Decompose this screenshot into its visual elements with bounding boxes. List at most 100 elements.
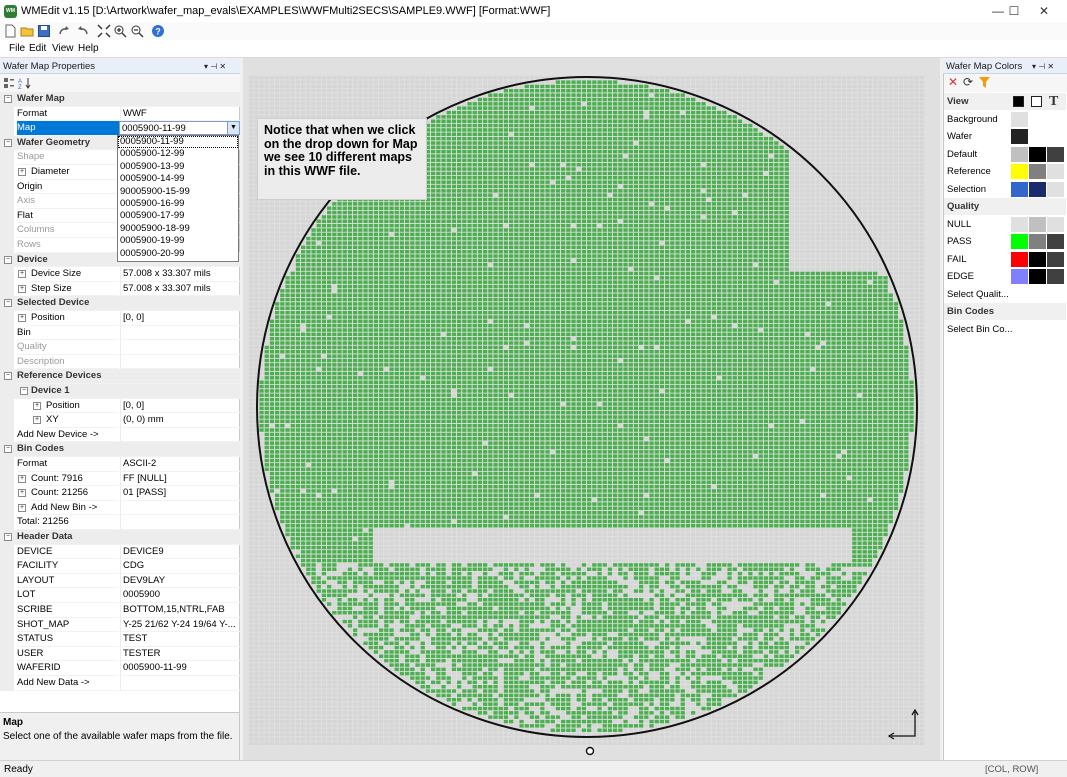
die-null[interactable]: [389, 76, 394, 80]
die-pass[interactable]: [597, 89, 602, 93]
die-null[interactable]: [867, 189, 873, 193]
die-pass[interactable]: [514, 167, 519, 171]
die-null[interactable]: [893, 106, 899, 110]
die-pass[interactable]: [379, 232, 384, 237]
die-pass[interactable]: [675, 106, 680, 110]
die-null[interactable]: [795, 197, 800, 202]
die-pass[interactable]: [592, 232, 597, 237]
die-pass[interactable]: [493, 97, 498, 102]
die-pass[interactable]: [706, 189, 711, 193]
die-pass[interactable]: [592, 145, 597, 150]
die-pass[interactable]: [535, 189, 540, 193]
die-null[interactable]: [316, 110, 321, 115]
die-null[interactable]: [883, 102, 888, 106]
die-pass[interactable]: [691, 184, 696, 189]
die-pass[interactable]: [373, 210, 379, 215]
die-null[interactable]: [379, 93, 384, 97]
die-null[interactable]: [909, 223, 914, 228]
die-pass[interactable]: [670, 97, 675, 102]
die-pass[interactable]: [467, 210, 472, 215]
die-pass[interactable]: [498, 136, 503, 141]
die-pass[interactable]: [769, 197, 774, 202]
die-null[interactable]: [805, 189, 810, 193]
die-null[interactable]: [743, 84, 748, 89]
die-null[interactable]: [878, 167, 883, 171]
die-pass[interactable]: [503, 149, 509, 154]
die-pass[interactable]: [654, 123, 659, 128]
die-pass[interactable]: [540, 128, 545, 132]
die-pass[interactable]: [753, 193, 758, 197]
die-null[interactable]: [800, 128, 805, 132]
die-pass[interactable]: [436, 149, 441, 154]
die-null[interactable]: [810, 136, 815, 141]
die-pass[interactable]: [618, 93, 623, 97]
die-null[interactable]: [529, 106, 535, 110]
die-null[interactable]: [701, 93, 706, 97]
die-pass[interactable]: [514, 176, 519, 180]
die-pass[interactable]: [602, 167, 607, 171]
die-pass[interactable]: [727, 154, 732, 158]
die-pass[interactable]: [639, 176, 644, 180]
die-pass[interactable]: [571, 219, 576, 224]
die-null[interactable]: [826, 158, 831, 163]
die-null[interactable]: [358, 93, 363, 97]
die-null[interactable]: [847, 132, 852, 137]
die-pass[interactable]: [571, 158, 576, 163]
die-null[interactable]: [841, 223, 847, 228]
die-pass[interactable]: [529, 154, 535, 158]
die-null[interactable]: [368, 80, 373, 84]
die-null[interactable]: [269, 219, 275, 224]
property-row[interactable]: SHOT_MAP Y-25 21/62 Y-24 19/64 Y-...: [0, 617, 240, 633]
die-pass[interactable]: [509, 163, 514, 167]
die-pass[interactable]: [566, 84, 571, 89]
die-pass[interactable]: [644, 193, 649, 197]
die-pass[interactable]: [613, 163, 618, 167]
die-pass[interactable]: [670, 119, 675, 124]
die-pass[interactable]: [457, 193, 462, 197]
die-pass[interactable]: [613, 176, 618, 180]
die-null[interactable]: [909, 215, 914, 219]
die-pass[interactable]: [524, 102, 529, 106]
die-null[interactable]: [847, 215, 852, 219]
die-pass[interactable]: [457, 141, 462, 145]
die-null[interactable]: [873, 215, 878, 219]
die-null[interactable]: [337, 106, 342, 110]
die-pass[interactable]: [618, 128, 623, 132]
die-pass[interactable]: [696, 149, 701, 154]
die-pass[interactable]: [597, 215, 602, 219]
die-pass[interactable]: [784, 163, 789, 167]
die-null[interactable]: [826, 145, 831, 150]
die-null[interactable]: [275, 84, 280, 89]
die-null[interactable]: [795, 158, 800, 163]
die-null[interactable]: [353, 84, 358, 89]
die-pass[interactable]: [732, 228, 737, 232]
die-null[interactable]: [571, 223, 576, 228]
die-null[interactable]: [254, 228, 259, 232]
die-pass[interactable]: [477, 141, 483, 145]
die-null[interactable]: [384, 106, 389, 110]
die-pass[interactable]: [691, 136, 696, 141]
die-null[interactable]: [347, 84, 353, 89]
die-null[interactable]: [389, 102, 394, 106]
die-null[interactable]: [275, 219, 280, 224]
die-pass[interactable]: [576, 128, 581, 132]
die-null[interactable]: [789, 176, 795, 180]
die-pass[interactable]: [639, 93, 644, 97]
die-pass[interactable]: [665, 228, 670, 232]
die-pass[interactable]: [758, 149, 763, 154]
die-pass[interactable]: [649, 145, 654, 150]
die-null[interactable]: [269, 232, 275, 237]
die-pass[interactable]: [670, 228, 675, 232]
die-null[interactable]: [893, 84, 899, 89]
die-pass[interactable]: [665, 93, 670, 97]
die-pass[interactable]: [561, 132, 566, 137]
die-pass[interactable]: [623, 197, 628, 202]
die-null[interactable]: [368, 102, 373, 106]
die-pass[interactable]: [701, 210, 706, 215]
die-null[interactable]: [826, 110, 831, 115]
die-null[interactable]: [888, 89, 893, 93]
die-pass[interactable]: [587, 232, 592, 237]
die-pass[interactable]: [711, 215, 717, 219]
die-null[interactable]: [919, 102, 925, 106]
die-pass[interactable]: [561, 80, 566, 84]
